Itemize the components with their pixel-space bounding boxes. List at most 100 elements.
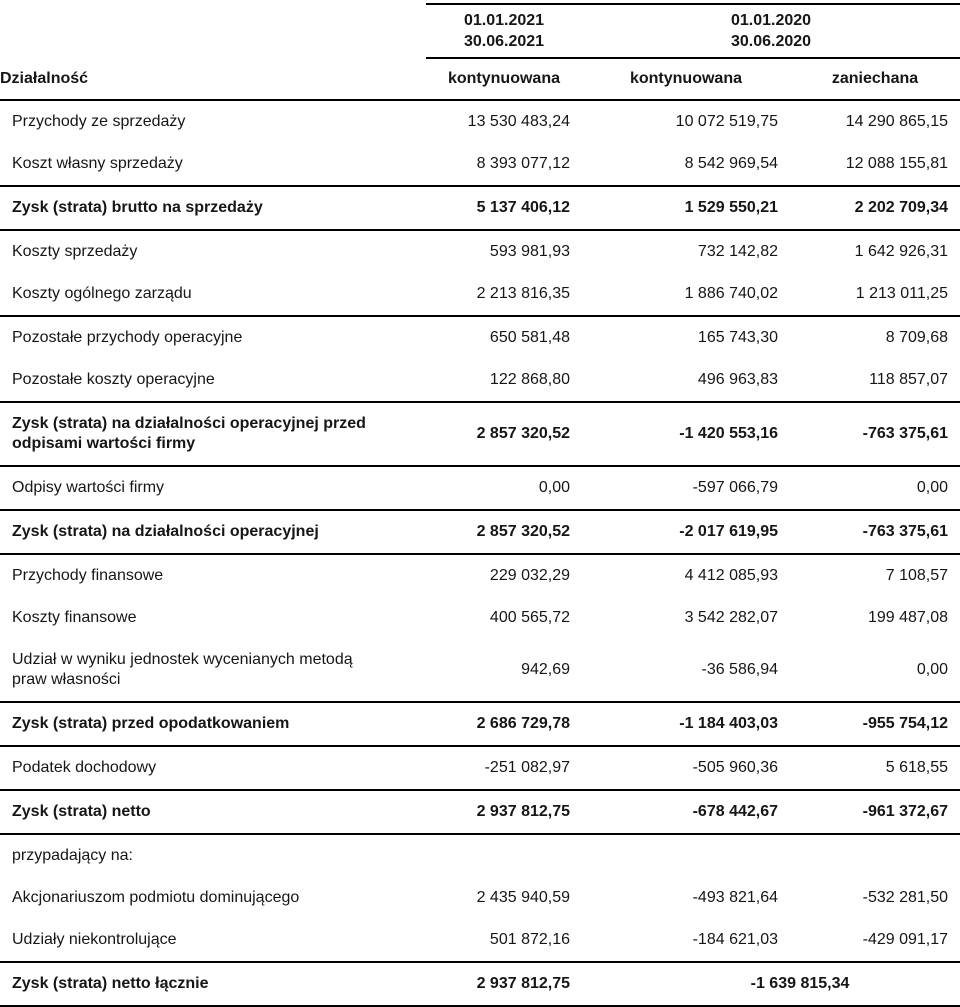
table-row: Podatek dochodowy -251 082,97 -505 960,36 5… <box>0 745 960 790</box>
value-2021-continued: 122 868,80 <box>489 371 570 388</box>
value-2020-discontinued: -961 372,67 <box>790 789 960 834</box>
blank-corner-cell <box>0 4 426 58</box>
row-label: Zysk (strata) przed opodatkowaniem <box>0 701 426 746</box>
table-row: Zysk (strata) netto 2 937 812,75 -678 442,… <box>0 789 960 834</box>
table-row: Akcjonariuszom podmiotu dominującego 2 43… <box>0 877 960 919</box>
value-2021-continued: 2 435 940,59 <box>476 889 570 906</box>
value-2020-total: -1 639 815,34 <box>582 961 960 1007</box>
row-label: Udziały niekontrolujące <box>12 931 177 948</box>
value-2021-continued: 2 857 320,52 <box>426 509 582 554</box>
column-header-2020-continued: kontynuowana <box>582 58 790 101</box>
value-2020-continued: 496 963,83 <box>697 371 778 388</box>
row-label: Pozostałe koszty operacyjne <box>12 371 215 388</box>
value-2020-continued: -597 066,79 <box>582 465 790 510</box>
value-2021-continued: 2 937 812,75 <box>426 789 582 834</box>
report-table-body: Przychody ze sprzedaży 13 530 483,24 10 07… <box>0 100 960 1007</box>
value-2020-discontinued: -763 375,61 <box>790 509 960 554</box>
table-row: Koszty ogólnego zarządu 2 213 816,35 1 886… <box>0 273 960 316</box>
column-header-row: Działalność kontynuowana kontynuowana za… <box>0 58 960 101</box>
table-row: Przychody finansowe 229 032,29 4 412 085,9… <box>0 553 960 597</box>
value-2020-continued: 10 072 519,75 <box>675 113 778 130</box>
row-label: Udział w wyniku jednostek wycenianych me… <box>12 651 353 688</box>
value-2020-discontinued: 199 487,08 <box>867 609 949 626</box>
value-2021-continued: 8 393 077,12 <box>476 155 570 172</box>
table-row: Zysk (strata) na działalności operacyjne… <box>0 509 960 554</box>
value-2020-discontinued: 14 290 865,15 <box>845 113 949 130</box>
value-2020-discontinued: 8 709,68 <box>790 315 960 359</box>
column-header-2021-continued: kontynuowana <box>426 58 582 101</box>
table-row: Pozostałe koszty operacyjne 122 868,80 496… <box>0 359 960 402</box>
table-row: Przychody ze sprzedaży 13 530 483,24 10 07… <box>0 100 960 143</box>
row-label: Zysk (strata) brutto na sprzedaży <box>0 185 426 230</box>
row-label: Pozostałe przychody operacyjne <box>0 315 426 359</box>
value-2020-discontinued: -532 281,50 <box>862 889 949 906</box>
value-2020-continued: -2 017 619,95 <box>582 509 790 554</box>
column-header-2020-discontinued: zaniechana <box>790 58 960 101</box>
value-2021-continued: 593 981,93 <box>426 229 582 273</box>
table-row: Udziały niekontrolujące 501 872,16 -184 62… <box>0 919 960 962</box>
value-2020-discontinued: 0,00 <box>790 465 960 510</box>
table-row: Zysk (strata) przed opodatkowaniem 2 686 … <box>0 701 960 746</box>
value-2020-discontinued: 12 088 155,81 <box>845 155 949 172</box>
period-2020: 01.01.2020 30.06.2020 <box>582 3 960 59</box>
value-2021-continued: 13 530 483,24 <box>467 113 570 130</box>
value-2020-continued: -1 184 403,03 <box>582 701 790 746</box>
value-2020-continued: -184 621,03 <box>692 931 778 948</box>
value-2020-continued: 1 529 550,21 <box>582 185 790 230</box>
row-label: Zysk (strata) na działalności operacyjne… <box>0 401 426 466</box>
value-2020-continued: 4 412 085,93 <box>582 553 790 597</box>
income-statement-table: 01.01.2021 30.06.2021 01.01.2020 30.06.2… <box>0 3 960 1007</box>
period-header-row: 01.01.2021 30.06.2021 01.01.2020 30.06.2… <box>0 3 960 59</box>
value-2020-discontinued: -955 754,12 <box>790 701 960 746</box>
value-2021-continued: 229 032,29 <box>426 553 582 597</box>
value-2020-discontinued: 7 108,57 <box>790 553 960 597</box>
table-row: Koszty sprzedaży 593 981,93 732 142,82 1 64… <box>0 229 960 273</box>
value-2020-discontinued: -429 091,17 <box>862 931 949 948</box>
value-2021-continued: 2 686 729,78 <box>426 701 582 746</box>
value-2020-continued: 1 886 740,02 <box>684 285 778 302</box>
table-row: Zysk (strata) na działalności operacyjne… <box>0 401 960 466</box>
value-2020-continued: 732 142,82 <box>582 229 790 273</box>
value-2020-discontinued: 1 642 926,31 <box>790 229 960 273</box>
period-2021: 01.01.2021 30.06.2021 <box>426 3 582 59</box>
value-2020-continued: -493 821,64 <box>692 889 778 906</box>
value-2020-discontinued: 1 213 011,25 <box>855 285 949 302</box>
row-label: Koszty ogólnego zarządu <box>12 285 192 302</box>
value-2020-discontinued: -763 375,61 <box>790 401 960 466</box>
value-2021-continued: 2 213 816,35 <box>476 285 570 302</box>
value-2021-continued: 650 581,48 <box>426 315 582 359</box>
row-label: Koszty finansowe <box>12 609 137 626</box>
value-2020-continued: -36 586,94 <box>701 661 778 678</box>
value-2020-discontinued <box>790 833 960 877</box>
table-row: Zysk (strata) brutto na sprzedaży 5 137 4… <box>0 185 960 230</box>
value-2020-continued <box>582 833 790 877</box>
row-label: Przychody ze sprzedaży <box>12 113 186 130</box>
value-2021-continued: 501 872,16 <box>489 931 570 948</box>
row-label: Przychody finansowe <box>0 553 426 597</box>
row-label: Podatek dochodowy <box>0 745 426 790</box>
row-label: Zysk (strata) netto <box>0 789 426 834</box>
row-label: Koszty sprzedaży <box>0 229 426 273</box>
row-label: Zysk (strata) netto łącznie <box>0 961 426 1007</box>
value-2020-continued: -505 960,36 <box>582 745 790 790</box>
value-2020-discontinued: 118 857,07 <box>869 371 949 388</box>
value-2020-continued: 8 542 969,54 <box>684 155 778 172</box>
value-2021-continued: 2 937 812,75 <box>426 961 582 1007</box>
value-2020-discontinued: 0,00 <box>916 661 949 678</box>
value-2020-continued: 165 743,30 <box>582 315 790 359</box>
table-row: Koszty finansowe 400 565,72 3 542 282,07 19… <box>0 597 960 639</box>
row-label: przypadający na: <box>0 833 426 877</box>
value-2020-continued: -1 420 553,16 <box>582 401 790 466</box>
table-row: Zysk (strata) netto łącznie 2 937 812,75-… <box>0 961 960 1007</box>
value-2021-continued: 942,69 <box>521 661 570 678</box>
table-row: Udział w wyniku jednostek wycenianych me… <box>0 639 960 702</box>
row-label: Koszt własny sprzedaży <box>12 155 183 172</box>
value-2021-continued: 2 857 320,52 <box>426 401 582 466</box>
table-row: Koszt własny sprzedaży 8 393 077,12 8 542 … <box>0 143 960 186</box>
table-row: Odpisy wartości firmy 0,00 -597 066,79 0,00 <box>0 465 960 510</box>
table-row: przypadający na: <box>0 833 960 877</box>
value-2020-discontinued: 5 618,55 <box>790 745 960 790</box>
value-2020-continued: 3 542 282,07 <box>684 609 778 626</box>
value-2021-continued: 5 137 406,12 <box>426 185 582 230</box>
value-2021-continued: 0,00 <box>426 465 582 510</box>
